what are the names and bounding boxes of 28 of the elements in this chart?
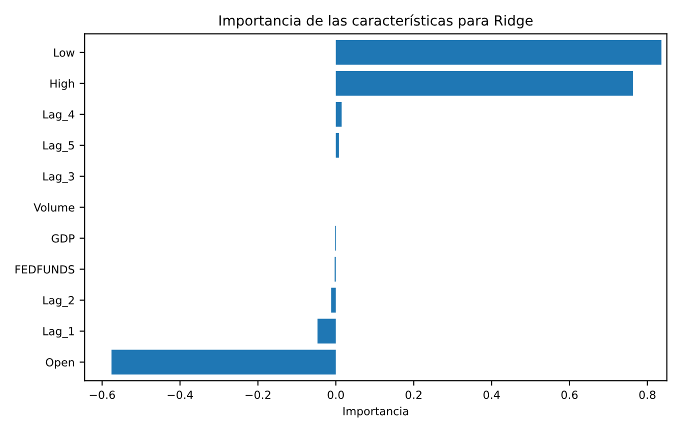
bar: [336, 102, 342, 127]
bar: [331, 288, 336, 313]
y-tick-label: Lag_5: [43, 141, 74, 152]
x-tick-label: −0.6: [90, 390, 115, 400]
y-tick-label: Low: [54, 48, 74, 57]
x-tick-label: −0.4: [168, 390, 193, 400]
y-tick-label: Lag_2: [43, 296, 74, 307]
bar: [336, 40, 662, 65]
x-axis-title: Importancia: [343, 406, 408, 418]
chart-title: Importancia de las características para Ridge: [220, 14, 533, 28]
bar: [336, 132, 339, 158]
bar: [336, 71, 633, 96]
y-tick-label: Volume: [34, 203, 74, 212]
y-tick-label: FEDFUNDS: [16, 265, 74, 274]
x-tick-label: 0.6: [561, 390, 578, 400]
y-tick-label: Lag_1: [43, 327, 74, 338]
x-tick-label: 0.4: [483, 390, 500, 400]
y-tick-label: Lag_4: [43, 110, 74, 122]
y-tick-label: Open: [46, 358, 74, 369]
bar: [318, 318, 336, 344]
y-tick-label: Lag_3: [43, 172, 74, 184]
y-tick-label: High: [50, 79, 74, 90]
x-tick-label: 0.2: [406, 390, 422, 400]
y-tick-label: GDP: [52, 234, 75, 243]
x-tick-label: 0.8: [639, 390, 656, 400]
x-tick-label: 0.0: [328, 390, 344, 400]
bar: [111, 350, 336, 375]
x-tick-label: −0.2: [246, 390, 270, 400]
